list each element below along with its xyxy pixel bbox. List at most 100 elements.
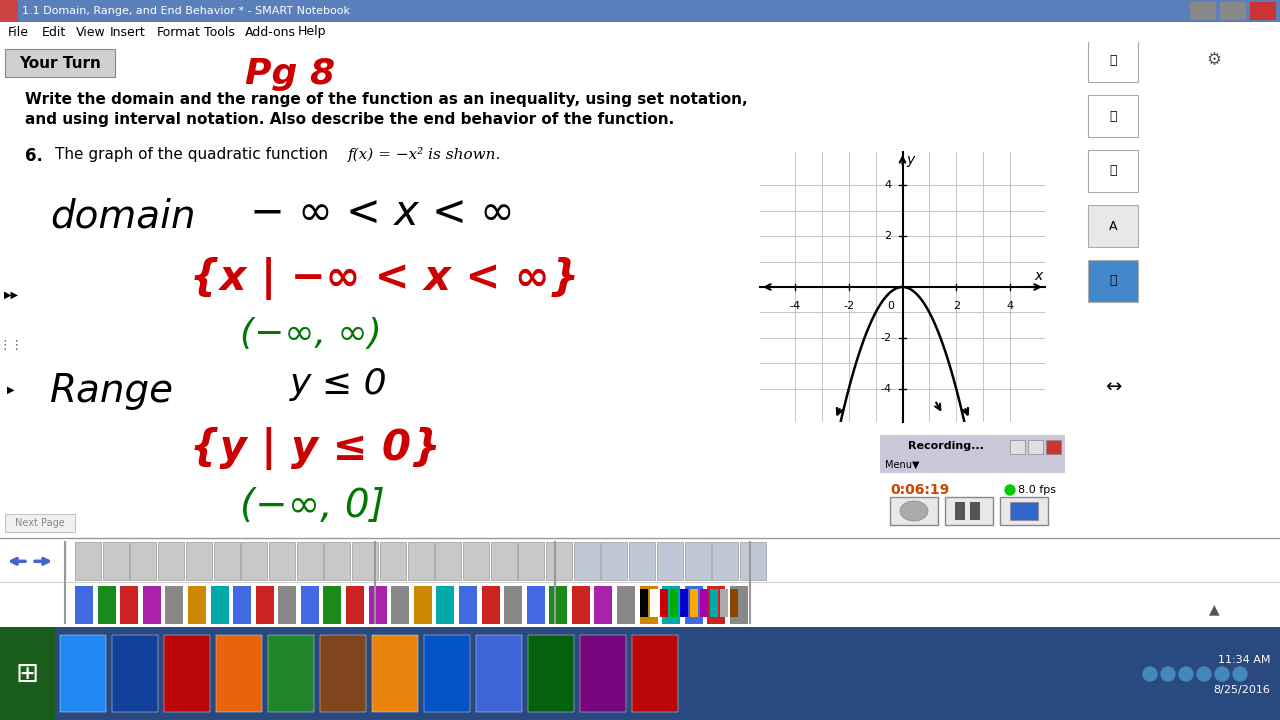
Bar [881,457,1065,473]
Text: {y | y ≤ 0}: {y | y ≤ 0} [189,427,440,470]
Ellipse shape [900,501,928,521]
Text: Next Page: Next Page [15,518,65,528]
Text: 8.0 fps: 8.0 fps [1018,485,1056,495]
Text: 📄: 📄 [1110,55,1116,68]
Bar [712,542,739,580]
Bar [159,542,184,580]
Bar [297,542,323,580]
Text: f(x) = −x² is shown.: f(x) = −x² is shown. [348,147,502,162]
Text: File: File [8,25,29,38]
Text: ⊞: ⊞ [15,660,38,688]
Bar [617,586,635,624]
Text: ⚙: ⚙ [1207,50,1221,68]
Bar [436,586,454,624]
Text: Format: Format [157,25,201,38]
Bar [241,542,268,580]
Bar [1088,205,1138,247]
Text: Help: Help [298,25,326,38]
Bar [210,586,229,624]
Bar [186,542,211,580]
Bar [730,586,748,624]
Text: x: x [1034,269,1042,282]
Bar [352,542,378,580]
Text: -4: -4 [881,384,892,394]
Text: (−∞, 0]: (−∞, 0] [241,487,385,525]
Text: Menu▼: Menu▼ [884,460,919,470]
Bar [890,497,938,525]
Bar [1000,497,1048,525]
Bar [1096,76,1280,116]
Bar [460,586,477,624]
Bar [188,586,206,624]
Bar [549,586,567,624]
Bar [320,635,366,712]
Bar [60,635,106,712]
Bar [435,542,461,580]
Bar [1088,150,1138,192]
Bar [881,435,1065,457]
Bar [269,542,294,580]
Bar [413,586,431,624]
Bar [573,542,600,580]
Text: 🧩: 🧩 [1110,274,1116,287]
Bar [214,542,239,580]
Bar [1088,95,1138,137]
Bar [602,542,627,580]
Text: y: y [906,153,915,166]
Text: -4: -4 [790,301,800,311]
Text: (−∞, ∞): (−∞, ∞) [241,317,381,351]
Bar [719,589,728,617]
Bar [662,586,680,624]
Bar [632,635,678,712]
Bar [369,586,387,624]
Bar [324,586,342,624]
Text: -2: -2 [844,301,854,311]
Bar [630,542,655,580]
Text: 2: 2 [884,231,892,241]
Bar [1190,2,1216,20]
Text: 4: 4 [1006,301,1014,311]
Bar [660,589,668,617]
Text: Tools: Tools [204,25,234,38]
Circle shape [1197,667,1211,681]
Text: Insert: Insert [110,25,146,38]
Circle shape [1143,667,1157,681]
Bar [1088,260,1138,302]
Text: Add-ons: Add-ons [244,25,296,38]
Bar [5,514,76,532]
Bar [572,586,590,624]
Text: Your Turn: Your Turn [19,55,101,71]
Bar [945,497,993,525]
Bar [529,635,573,712]
Text: 🔗: 🔗 [1110,164,1116,178]
Bar [710,589,718,617]
Text: Pg 8: Pg 8 [244,57,335,91]
Text: -2: -2 [881,333,892,343]
Bar [131,542,156,580]
Text: 8/25/2016: 8/25/2016 [1213,685,1270,695]
Circle shape [1179,667,1193,681]
Text: 4: 4 [884,180,892,190]
Bar [407,542,434,580]
Text: Recording...: Recording... [908,441,984,451]
Bar [268,635,314,712]
Bar [463,542,489,580]
Bar [708,586,726,624]
Text: 0: 0 [887,301,893,311]
Bar [372,635,419,712]
Text: ⋮⋮: ⋮⋮ [0,338,23,351]
Bar [0,627,55,720]
Bar [324,542,351,580]
Bar [392,586,410,624]
Bar [657,542,682,580]
Bar [424,635,470,712]
Text: 2: 2 [952,301,960,311]
Text: Edit: Edit [42,25,67,38]
Bar [256,586,274,624]
Bar [164,635,210,712]
Bar [1088,40,1138,82]
Circle shape [1161,667,1175,681]
Bar [233,586,251,624]
Bar [481,586,499,624]
Bar [1028,440,1043,454]
